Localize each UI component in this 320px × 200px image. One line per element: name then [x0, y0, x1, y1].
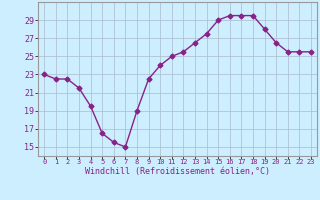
- X-axis label: Windchill (Refroidissement éolien,°C): Windchill (Refroidissement éolien,°C): [85, 167, 270, 176]
